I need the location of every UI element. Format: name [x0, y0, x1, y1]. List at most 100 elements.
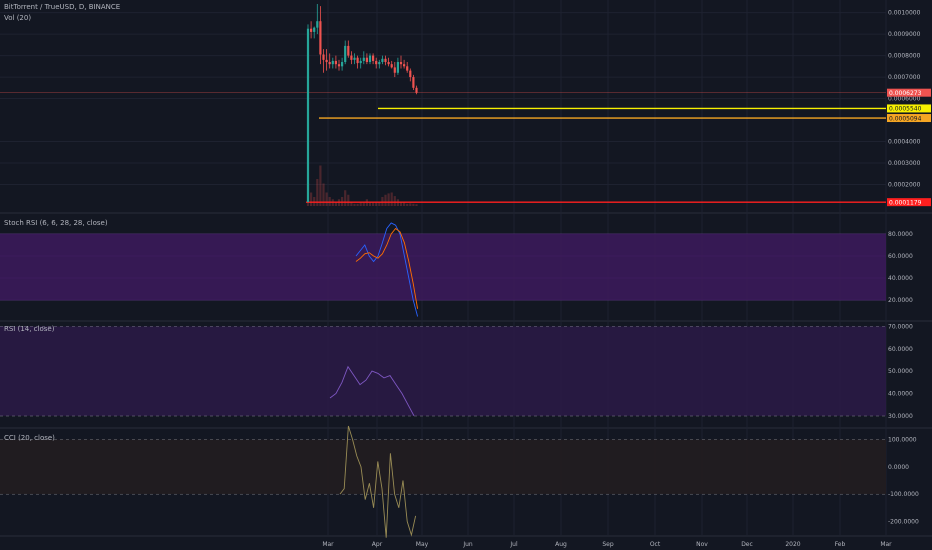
- candle-body[interactable]: [328, 62, 331, 65]
- volume-bar: [409, 203, 412, 206]
- volume-bar: [353, 203, 356, 206]
- price-label-text: 0.0005540: [889, 106, 922, 113]
- price-label-box[interactable]: [887, 114, 931, 123]
- price-tick-label: 0.0010000: [888, 10, 921, 17]
- time-tick-label: Aug: [555, 541, 567, 548]
- indicator-layer: [329, 222, 419, 538]
- price-tick-label: 0.0002000: [888, 182, 921, 189]
- candle-body[interactable]: [347, 45, 350, 56]
- volume-bar: [316, 179, 319, 206]
- candle-body[interactable]: [337, 64, 341, 67]
- price-label-text: 0.0005094: [889, 115, 922, 122]
- candle-body[interactable]: [316, 21, 319, 28]
- candle-body[interactable]: [341, 62, 344, 67]
- time-tick-label: Mar: [880, 541, 892, 548]
- time-axis-layer[interactable]: Mar Apr May Jun Jul Aug Sep Oct Nov Dec 2020 Feb Mar: [322, 541, 892, 548]
- symbol-title: BitTorrent / TrueUSD, D, BINANCE: [4, 3, 121, 11]
- candle-body[interactable]: [387, 62, 390, 65]
- candle-body[interactable]: [322, 54, 325, 60]
- candle-body[interactable]: [350, 55, 353, 60]
- candle-body[interactable]: [353, 57, 356, 60]
- volume-bar: [359, 202, 362, 206]
- candle-body[interactable]: [319, 21, 322, 55]
- horizontal-lines-layer[interactable]: [0, 92, 886, 203]
- volume-bar: [399, 201, 403, 206]
- price-tick-label: 0.0004000: [888, 139, 921, 146]
- price-tick-label: 0.0008000: [888, 53, 921, 60]
- volume-bar: [350, 201, 353, 206]
- time-tick-label: Feb: [835, 541, 846, 548]
- volume-bar: [344, 190, 347, 206]
- candle-body[interactable]: [344, 45, 347, 63]
- volume-bar: [356, 203, 359, 206]
- candle-body[interactable]: [310, 28, 313, 32]
- volume-bar: [347, 194, 350, 206]
- candle-body[interactable]: [415, 87, 418, 93]
- time-tick-label: Mar: [322, 541, 334, 548]
- volume-bar: [390, 192, 393, 206]
- candle-body[interactable]: [334, 60, 337, 65]
- candle-body[interactable]: [359, 60, 362, 64]
- candle-body[interactable]: [396, 62, 399, 73]
- time-tick-label: May: [416, 541, 429, 548]
- volume-bar: [325, 192, 328, 206]
- volume-bar: [403, 202, 406, 206]
- price-label-box[interactable]: [887, 88, 931, 97]
- rsi-tick-label: 70.0000: [888, 323, 913, 330]
- candle-body[interactable]: [356, 57, 359, 64]
- candles-layer[interactable]: [306, 4, 418, 203]
- stoch-line: [355, 227, 419, 309]
- volume-bar: [322, 183, 325, 206]
- volume-bar: [375, 202, 378, 206]
- volume-bar: [334, 201, 337, 206]
- stoch-tick-label: 80.0000: [888, 231, 913, 238]
- time-tick-label: Jul: [509, 541, 518, 548]
- price-label-text: 0.0001179: [889, 199, 922, 206]
- candle-body[interactable]: [406, 66, 409, 71]
- rsi-label: RSI (14, close): [4, 325, 55, 333]
- candle-body[interactable]: [378, 62, 381, 65]
- candle-body[interactable]: [381, 58, 384, 63]
- volume-bar: [310, 192, 313, 206]
- candle-body[interactable]: [393, 67, 396, 73]
- volume-bar: [415, 204, 418, 206]
- volume-bar: [378, 201, 381, 206]
- band-layer: [0, 234, 886, 495]
- candle-body[interactable]: [375, 60, 378, 65]
- candle-body[interactable]: [368, 55, 372, 63]
- time-tick-label: Jun: [462, 541, 473, 548]
- volume-label: Vol (20): [4, 14, 32, 22]
- candle-body[interactable]: [306, 28, 310, 203]
- volume-bar: [362, 201, 365, 206]
- rsi-tick-label: 60.0000: [888, 346, 913, 353]
- candle-body[interactable]: [372, 55, 375, 61]
- candle-body[interactable]: [409, 70, 412, 78]
- time-tick-label: Sep: [602, 541, 614, 548]
- candle-body[interactable]: [399, 62, 403, 65]
- price-label-box[interactable]: [887, 104, 931, 113]
- candle-body[interactable]: [390, 64, 393, 68]
- candle-body[interactable]: [362, 57, 365, 61]
- candle-body[interactable]: [412, 77, 415, 88]
- candle-body[interactable]: [384, 58, 387, 63]
- price-label-box[interactable]: [887, 198, 931, 207]
- stoch-rsi-band: [0, 234, 886, 300]
- candle-body[interactable]: [313, 27, 316, 32]
- stoch-line: [355, 222, 419, 317]
- volume-bar: [406, 203, 409, 206]
- price-axis-layer[interactable]: 0.0010000 0.0009000 0.0008000 0.0007000 0.00…: [887, 10, 931, 526]
- time-tick-label: Apr: [372, 541, 383, 548]
- stoch-tick-label: 40.0000: [888, 275, 913, 282]
- volume-bar: [412, 203, 415, 206]
- price-tick-label: 0.0009000: [888, 31, 921, 38]
- price-label-text: 0.0006273: [889, 90, 922, 97]
- rsi-tick-label: 50.0000: [888, 368, 913, 375]
- candle-body[interactable]: [331, 60, 334, 65]
- candle-body[interactable]: [365, 57, 368, 63]
- volume-bar: [393, 196, 396, 206]
- candle-body[interactable]: [403, 64, 406, 67]
- rsi-line: [329, 365, 415, 417]
- candle-body[interactable]: [325, 59, 328, 63]
- cci-tick-label: -200.0000: [888, 518, 919, 525]
